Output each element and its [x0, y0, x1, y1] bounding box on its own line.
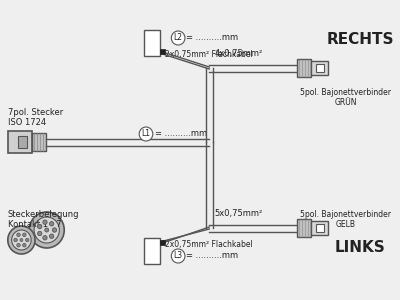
- Circle shape: [17, 233, 20, 237]
- Circle shape: [20, 238, 23, 242]
- Text: L2: L2: [174, 34, 183, 43]
- Text: L3: L3: [174, 251, 183, 260]
- Bar: [206, 68, 213, 142]
- Circle shape: [26, 238, 29, 242]
- Bar: [297, 219, 310, 237]
- Bar: [209, 224, 297, 232]
- Bar: [144, 238, 160, 264]
- Text: 7pol. Stecker
ISO 1724: 7pol. Stecker ISO 1724: [8, 108, 63, 127]
- Bar: [316, 64, 324, 72]
- Text: = ..........mm: = ..........mm: [155, 130, 207, 139]
- Circle shape: [171, 249, 185, 263]
- Circle shape: [43, 220, 47, 224]
- Text: = ..........mm: = ..........mm: [186, 34, 238, 43]
- Bar: [144, 30, 160, 56]
- Bar: [160, 49, 164, 54]
- Text: 58L/31: 58L/31: [149, 239, 155, 263]
- Circle shape: [45, 228, 49, 232]
- Text: 4x0,75mm²: 4x0,75mm²: [214, 49, 262, 58]
- Bar: [18, 136, 27, 148]
- Circle shape: [34, 217, 59, 243]
- Bar: [310, 221, 328, 235]
- Circle shape: [38, 224, 42, 229]
- Circle shape: [38, 231, 42, 236]
- Text: L1: L1: [142, 130, 150, 139]
- Circle shape: [43, 236, 47, 240]
- Circle shape: [171, 31, 185, 45]
- Circle shape: [50, 222, 54, 226]
- Bar: [46, 138, 209, 146]
- Text: 58R/31: 58R/31: [149, 31, 155, 56]
- Bar: [32, 133, 46, 151]
- Text: 5x0,75mm²: 5x0,75mm²: [214, 209, 262, 218]
- Circle shape: [52, 228, 57, 232]
- Circle shape: [22, 233, 26, 237]
- Bar: [310, 61, 328, 75]
- Bar: [316, 224, 324, 232]
- Bar: [160, 240, 164, 245]
- Bar: [206, 142, 213, 228]
- Bar: [297, 59, 310, 77]
- Text: 2x0,75mm² Flachkabel: 2x0,75mm² Flachkabel: [166, 50, 253, 58]
- Text: LINKS: LINKS: [335, 241, 386, 256]
- Circle shape: [17, 243, 20, 247]
- Circle shape: [8, 226, 35, 254]
- Circle shape: [14, 238, 17, 242]
- Circle shape: [12, 230, 31, 250]
- Bar: [209, 64, 297, 71]
- Circle shape: [29, 212, 64, 248]
- Text: 5pol. Bajonettverbinder
GELB: 5pol. Bajonettverbinder GELB: [300, 210, 391, 230]
- Text: RECHTS: RECHTS: [326, 32, 394, 47]
- Bar: [8, 131, 32, 153]
- Circle shape: [139, 127, 153, 141]
- Circle shape: [22, 243, 26, 247]
- Text: 5pol. Bajonettverbinder
GRÜN: 5pol. Bajonettverbinder GRÜN: [300, 88, 391, 107]
- Text: Steckerbelegung
Kontakt 1 - 7: Steckerbelegung Kontakt 1 - 7: [8, 210, 79, 230]
- Text: 2x0,75mm² Flachkabel: 2x0,75mm² Flachkabel: [166, 241, 253, 250]
- Circle shape: [50, 234, 54, 238]
- Text: = ..........mm: = ..........mm: [186, 251, 238, 260]
